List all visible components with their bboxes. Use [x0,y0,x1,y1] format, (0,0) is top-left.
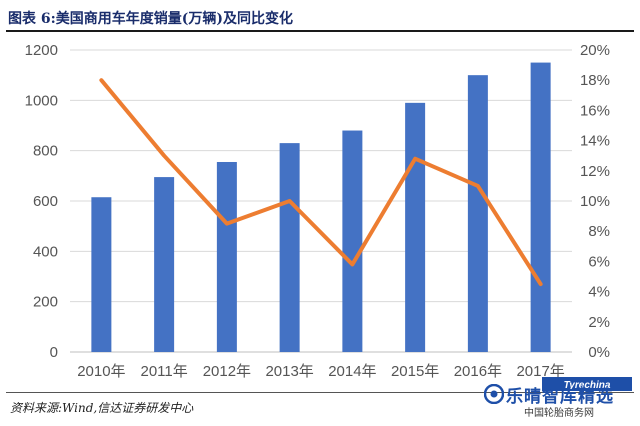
right-tick-label: 4% [588,284,610,301]
x-tick-label: 2011年 [140,363,187,380]
x-tick-label: 2014年 [328,363,376,380]
x-tick-label: 2010年 [77,363,125,380]
x-tick-label: 2015年 [391,363,439,380]
right-tick-label: 0% [588,344,610,361]
tire-logo-icon [484,384,504,404]
x-tick-label: 2013年 [265,363,313,380]
left-tick-label: 0 [50,344,58,361]
right-tick-label: 16% [580,102,610,119]
left-tick-label: 400 [33,243,58,260]
yoy-line [99,78,543,287]
x-tick-label: 2016年 [454,363,502,380]
left-tick-label: 1000 [25,92,58,109]
right-tick-label: 12% [580,163,610,180]
right-tick-label: 2% [588,314,610,331]
watermark-main: 乐晴智库精选 [506,387,614,407]
right-tick-label: 18% [580,72,610,89]
left-tick-label: 800 [33,143,58,160]
x-tick-label: 2017年 [516,363,564,380]
chart-title: 图表 6:美国商用车年度销量(万辆)及同比变化 [8,11,294,27]
right-tick-label: 20% [580,42,610,59]
left-tick-label: 200 [33,294,58,311]
right-tick-label: 14% [580,133,610,150]
bar [530,62,551,352]
right-tick-label: 8% [588,223,610,240]
watermark: Tyrechina 乐晴智库精选 中国轮胎商务网 [484,377,634,420]
source-bar: 资料来源:Wind,信达证券研发中心 [6,392,634,423]
bar [154,177,175,352]
left-tick-label: 600 [33,193,58,210]
left-tick-label: 1200 [25,42,58,59]
bar [467,75,488,353]
watermark-sub: 中国轮胎商务网 [524,408,594,419]
right-tick-label: 10% [580,193,610,210]
bar [91,197,112,352]
source-note: 资料来源:Wind,信达证券研发中心 [10,401,194,415]
bar [216,161,237,352]
title-bar: 图表 6:美国商用车年度销量(万辆)及同比变化 [6,6,634,32]
svg-text:Tyrechina: Tyrechina [564,380,611,391]
bar [342,130,363,352]
bar [405,102,426,352]
tyrechina-logo: Tyrechina [542,376,632,391]
x-tick-label: 2012年 [203,363,251,380]
bar [279,143,300,352]
right-tick-label: 6% [588,253,610,270]
